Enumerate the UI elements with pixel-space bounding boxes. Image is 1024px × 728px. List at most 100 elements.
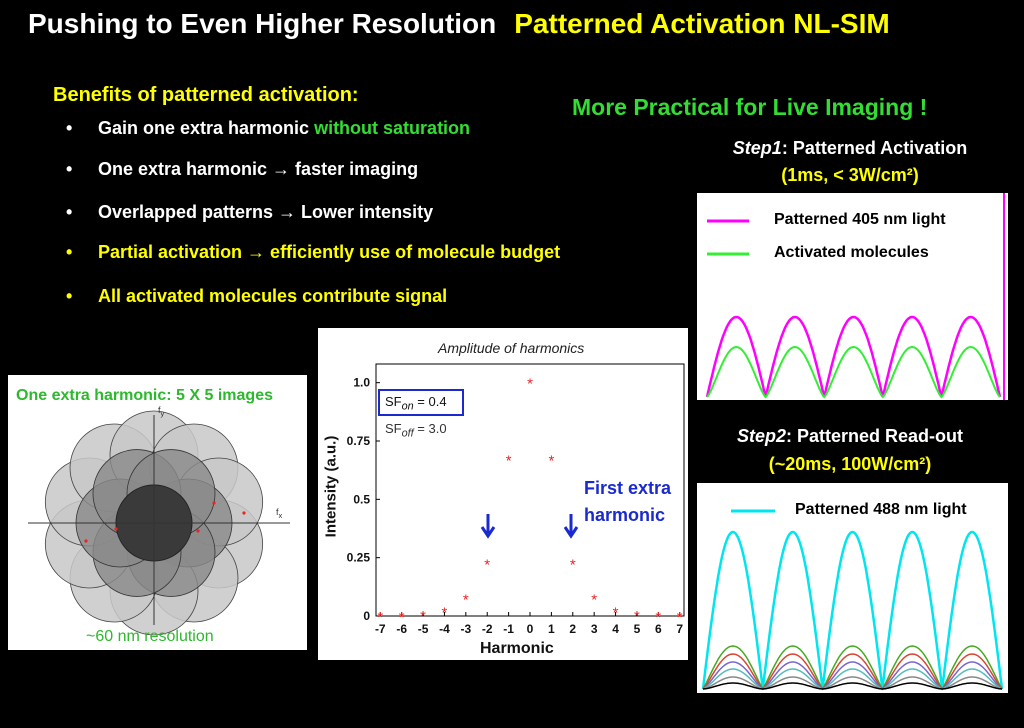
fourier-caption: ~60 nm resolution xyxy=(86,628,214,645)
emission-curve-purple xyxy=(702,661,1003,690)
y-tick-label: 1.0 xyxy=(353,376,370,390)
x-tick-label: -1 xyxy=(503,622,514,636)
title-right: Patterned Activation NL-SIM xyxy=(514,8,890,39)
step2-label: Step2: Patterned Read-out xyxy=(700,426,1000,447)
arrow-plus2 xyxy=(563,514,579,539)
activated-molecules-curve xyxy=(706,345,1001,399)
slide-title: Pushing to Even Higher Resolution Pattern… xyxy=(28,8,890,40)
data-point: * xyxy=(634,608,640,625)
data-point: * xyxy=(506,453,512,470)
fy-label: fy xyxy=(158,405,165,418)
data-point: * xyxy=(655,609,661,626)
x-tick-label: -7 xyxy=(375,622,386,636)
data-point: * xyxy=(548,453,554,470)
fourier-panel: One extra harmonic: 5 X 5 images ~60 nm … xyxy=(8,375,307,650)
data-point: * xyxy=(399,609,405,626)
x-axis-label: Harmonic xyxy=(480,640,554,657)
data-point: * xyxy=(377,609,383,626)
x-tick-label: 7 xyxy=(676,622,683,636)
x-tick-label: -4 xyxy=(439,622,450,636)
harmonic-dot xyxy=(196,529,200,533)
x-tick-label: 0 xyxy=(527,622,534,636)
benefit-text: All activated molecules contribute signa… xyxy=(98,286,448,306)
step2-rest: : Patterned Read-out xyxy=(786,426,964,446)
data-point: * xyxy=(420,608,426,625)
arrow-minus2 xyxy=(480,514,496,539)
x-tick-label: 6 xyxy=(655,622,662,636)
chart-title: Amplitude of harmonics xyxy=(438,340,585,356)
benefits-heading: Benefits of patterned activation: xyxy=(53,84,359,106)
emission-curve-teal xyxy=(702,668,1003,690)
emission-curve-gray xyxy=(702,676,1003,690)
bullet-dot: • xyxy=(66,286,73,306)
x-tick-label: -6 xyxy=(396,622,407,636)
x-tick-label: 3 xyxy=(591,622,598,636)
step1-em: Step1 xyxy=(732,138,782,158)
sf-on-label: SFon = 0.4 xyxy=(385,394,447,413)
emission-curve-green xyxy=(702,645,1003,691)
fx-label: fx xyxy=(276,507,283,520)
fourier-title: One extra harmonic: 5 X 5 images xyxy=(16,387,273,404)
y-tick-label: 0.5 xyxy=(353,492,370,506)
read-out-light-curve xyxy=(701,530,1004,690)
benefit-text: Partial activation → efficiently use of … xyxy=(98,242,561,262)
step2-plot: Patterned 488 nm light xyxy=(697,483,1008,693)
data-point: * xyxy=(677,609,683,626)
step1-sub: (1ms, < 3W/cm²) xyxy=(700,165,1000,186)
activation-light-curve xyxy=(705,315,1002,398)
step1-label: Step1: Patterned Activation xyxy=(700,138,1000,159)
annotation-line2: harmonic xyxy=(584,505,666,525)
x-tick-label: 2 xyxy=(569,622,576,636)
harmonic-dot xyxy=(114,527,118,531)
step1-plot: Patterned 405 nm light Activated molecul… xyxy=(697,193,1008,400)
harmonic-dot xyxy=(84,539,88,543)
data-point: * xyxy=(527,376,533,393)
x-tick-label: 5 xyxy=(634,622,641,636)
x-tick-label: -3 xyxy=(460,622,471,636)
fourier-diagram xyxy=(28,410,290,636)
step2-curves xyxy=(701,509,1004,691)
step1-sub-text: (1ms, < 3W/cm²) xyxy=(781,165,919,185)
annotation-line1: First extra xyxy=(584,478,672,498)
harmonics-chart: -7 -6 -5 -4 -3 -2 -1 0 1 2 3 4 5 6 700.250.50.751.0 * *… xyxy=(347,363,685,636)
emission-curve-red xyxy=(702,653,1003,691)
step2-em: Step2 xyxy=(736,426,786,446)
data-point: * xyxy=(570,557,576,574)
legend-405: Patterned 405 nm light xyxy=(774,211,946,228)
y-axis-label: Intensity (a.u.) xyxy=(322,435,340,538)
sf-on-box xyxy=(378,389,464,416)
step1-curves xyxy=(705,193,1005,400)
legend-activated: Activated molecules xyxy=(774,244,929,261)
data-point: * xyxy=(463,592,469,609)
bullet-dot: • xyxy=(66,202,73,222)
benefit-highlight: without saturation xyxy=(314,118,471,138)
y-tick-label: 0.25 xyxy=(347,551,371,565)
harmonic-dot xyxy=(242,511,246,515)
emission-curve-black xyxy=(702,682,1003,690)
x-tick-label: -2 xyxy=(482,622,493,636)
step2-sub: (~20ms, 100W/cm²) xyxy=(700,454,1000,475)
sf-off-label: SFoff = 3.0 xyxy=(385,421,447,440)
data-point: * xyxy=(591,592,597,609)
bullet-dot: • xyxy=(66,118,73,138)
legend-488: Patterned 488 nm light xyxy=(795,501,967,518)
step2-sub-text: (~20ms, 100W/cm²) xyxy=(768,454,932,474)
y-tick-label: 0.75 xyxy=(347,434,371,448)
practical-heading: More Practical for Live Imaging ! xyxy=(572,94,928,120)
harmonic-dot xyxy=(212,501,216,505)
x-tick-label: -5 xyxy=(418,622,429,636)
title-left: Pushing to Even Higher Resolution xyxy=(28,8,497,39)
x-tick-label: 4 xyxy=(612,622,619,636)
benefit-text: One extra harmonic → faster imaging xyxy=(98,159,419,179)
bullet-dot: • xyxy=(66,159,73,179)
x-tick-label: 1 xyxy=(548,622,555,636)
data-point: * xyxy=(484,557,490,574)
bullet-dot: • xyxy=(66,242,73,262)
harmonics-chart-panel: -7 -6 -5 -4 -3 -2 -1 0 1 2 3 4 5 6 7 0 0.25 0.5 0.75 1.0 * *… xyxy=(318,328,688,660)
step1-rest: : Patterned Activation xyxy=(781,138,968,158)
benefit-text: Gain one extra harmonic xyxy=(98,118,315,138)
data-point: * xyxy=(613,604,619,621)
y-tick-label: 0 xyxy=(363,609,370,623)
benefit-text: Overlapped patterns → Lower intensity xyxy=(98,202,434,222)
data-point: * xyxy=(442,604,448,621)
